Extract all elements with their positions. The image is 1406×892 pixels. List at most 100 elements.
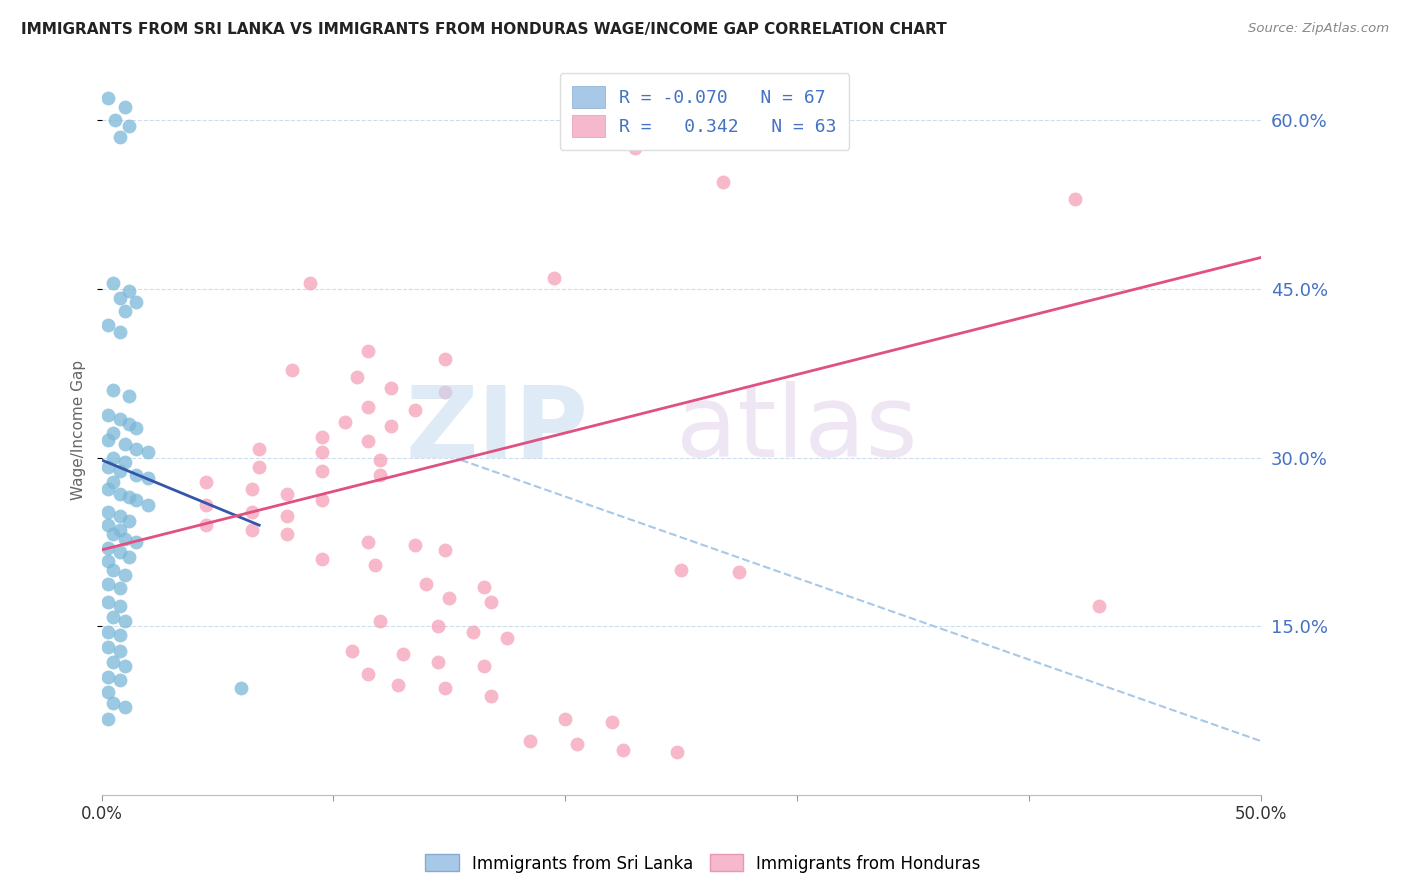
Point xyxy=(108,545,131,559)
Y-axis label: Wage/Income Gap: Wage/Income Gap xyxy=(72,359,86,500)
Point xyxy=(426,619,449,633)
Point xyxy=(276,486,298,500)
Point xyxy=(97,670,120,684)
Point xyxy=(612,743,634,757)
Point xyxy=(125,421,148,435)
Point xyxy=(118,119,141,133)
Point xyxy=(392,648,415,662)
Point xyxy=(97,433,120,447)
Point xyxy=(333,415,356,429)
Point xyxy=(194,518,217,533)
Point xyxy=(101,425,124,440)
Point xyxy=(101,383,124,397)
Point xyxy=(101,656,124,670)
Point xyxy=(311,430,333,444)
Point xyxy=(519,734,541,748)
Point xyxy=(472,580,495,594)
Point xyxy=(311,445,333,459)
Point xyxy=(600,714,623,729)
Point xyxy=(554,712,576,726)
Point xyxy=(108,130,131,145)
Point xyxy=(114,437,136,451)
Point xyxy=(346,369,368,384)
Point xyxy=(118,549,141,564)
Point xyxy=(108,644,131,658)
Point xyxy=(101,277,124,291)
Point xyxy=(114,532,136,546)
Point xyxy=(357,400,380,414)
Point xyxy=(118,514,141,528)
Point xyxy=(125,535,148,549)
Point xyxy=(247,442,270,456)
Point xyxy=(97,684,120,698)
Point xyxy=(311,464,333,478)
Point xyxy=(311,552,333,566)
Point xyxy=(439,591,461,606)
Point xyxy=(624,141,647,155)
Point xyxy=(1064,192,1087,206)
Point xyxy=(97,482,120,496)
Point xyxy=(108,628,131,642)
Point xyxy=(543,270,565,285)
Point xyxy=(357,434,380,448)
Point xyxy=(108,599,131,614)
Point xyxy=(118,417,141,431)
Point xyxy=(357,343,380,358)
Point xyxy=(108,523,131,537)
Point xyxy=(97,594,120,608)
Point xyxy=(496,631,519,645)
Point xyxy=(97,541,120,555)
Point xyxy=(97,91,120,105)
Point xyxy=(97,459,120,474)
Point xyxy=(229,681,252,696)
Point xyxy=(415,576,437,591)
Point xyxy=(108,486,131,500)
Point xyxy=(136,445,159,459)
Point xyxy=(240,523,263,537)
Point xyxy=(108,325,131,339)
Point xyxy=(114,614,136,628)
Point xyxy=(433,351,456,366)
Point xyxy=(472,658,495,673)
Point xyxy=(101,563,124,577)
Point xyxy=(114,304,136,318)
Point xyxy=(380,381,402,395)
Point xyxy=(404,403,426,417)
Point xyxy=(368,453,391,467)
Point xyxy=(97,712,120,726)
Point xyxy=(125,442,148,456)
Text: Source: ZipAtlas.com: Source: ZipAtlas.com xyxy=(1249,22,1389,36)
Point xyxy=(108,464,131,478)
Point xyxy=(104,113,127,128)
Point xyxy=(380,419,402,434)
Point xyxy=(433,681,456,696)
Text: ZIP: ZIP xyxy=(405,381,589,478)
Point xyxy=(194,498,217,512)
Point xyxy=(357,666,380,681)
Point xyxy=(108,291,131,305)
Point xyxy=(340,644,363,658)
Point xyxy=(97,518,120,533)
Point xyxy=(108,581,131,595)
Point xyxy=(97,576,120,591)
Point xyxy=(97,640,120,654)
Legend: R = -0.070   N = 67, R =   0.342   N = 63: R = -0.070 N = 67, R = 0.342 N = 63 xyxy=(560,73,849,150)
Point xyxy=(97,408,120,422)
Point xyxy=(101,450,124,465)
Point xyxy=(276,527,298,541)
Point xyxy=(136,498,159,512)
Point xyxy=(97,505,120,519)
Point xyxy=(114,658,136,673)
Point xyxy=(97,318,120,332)
Point xyxy=(125,493,148,508)
Point xyxy=(97,554,120,568)
Point xyxy=(479,689,502,703)
Point xyxy=(368,467,391,482)
Point xyxy=(114,700,136,714)
Point xyxy=(97,625,120,640)
Point xyxy=(136,471,159,485)
Point xyxy=(426,656,449,670)
Point xyxy=(118,284,141,298)
Point xyxy=(125,467,148,482)
Point xyxy=(114,100,136,114)
